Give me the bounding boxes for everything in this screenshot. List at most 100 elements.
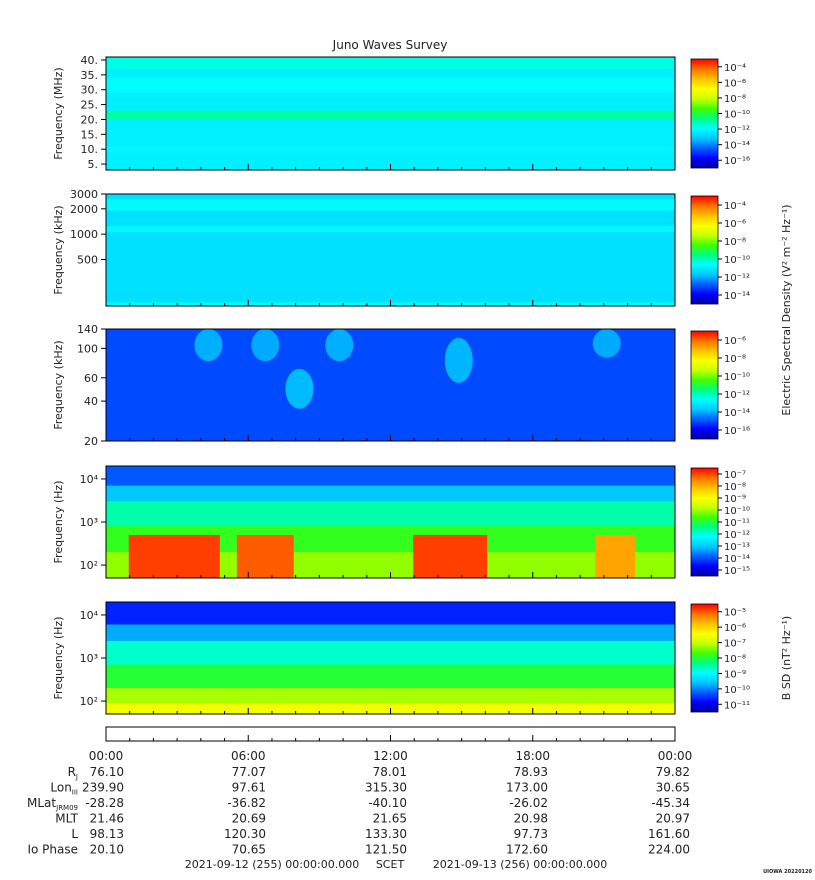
y-tick-label: 10³ — [80, 516, 98, 529]
ephemeris-value: 21.46 — [90, 812, 124, 826]
time-axis: 00:00 06:00 12:00 18:00 00:00 — [89, 726, 693, 763]
colorbar-tick-label: 10⁻⁷ — [724, 470, 746, 481]
emission-burst — [285, 368, 314, 409]
time-label: 00:00 — [89, 749, 124, 763]
colorbar-tick-label: 10⁻¹⁵ — [724, 566, 750, 577]
ephemeris-value: 98.13 — [90, 827, 124, 841]
intense-emission — [236, 534, 294, 578]
time-label: 00:00 — [658, 749, 693, 763]
emission-burst — [592, 329, 621, 358]
ephemeris-value: 224.00 — [648, 843, 690, 857]
colorbar-tick-label: 10⁻¹⁶ — [724, 156, 750, 167]
emission-band — [106, 57, 675, 69]
y-tick-label: 5. — [88, 158, 99, 171]
footer-end-time: 2021-09-13 (256) 00:00:00.000 — [433, 858, 607, 871]
colorbar-tick-label: 10⁻¹⁰ — [724, 506, 750, 517]
ephemeris-value: 70.65 — [232, 843, 266, 857]
colorbar-5: 10⁻⁵ 10⁻⁶ 10⁻⁷ 10⁻⁸ 10⁻⁹ 10⁻¹⁰ 10⁻¹¹ — [690, 603, 750, 713]
ephemeris-value: 97.61 — [232, 781, 266, 795]
ephemeris-value: -26.02 — [509, 796, 548, 810]
colorbar-tick-label: 10⁻¹¹ — [724, 518, 750, 529]
ephemeris-value: -28.28 — [85, 796, 124, 810]
y-tick-label: 10² — [80, 695, 98, 708]
emission-band — [106, 110, 675, 120]
ephemeris-value: 97.73 — [514, 827, 548, 841]
ephemeris-value: 20.69 — [232, 812, 266, 826]
panel-2: 3000 2000 1000 500 Frequency (kHz) — [52, 188, 676, 307]
colorbar-2: 10⁻⁴ 10⁻⁶ 10⁻⁸ 10⁻¹⁰ 10⁻¹² 10⁻¹⁴ — [690, 195, 750, 305]
colorbar-4: 10⁻⁷10⁻⁸10⁻⁹10⁻¹⁰10⁻¹¹10⁻¹²10⁻¹³10⁻¹⁴10⁻… — [690, 467, 750, 577]
colorbar-tick-label: 10⁻⁶ — [724, 78, 746, 89]
panel-1: 40. 35. 30. 25.20. 15. 10. 5. Frequency (MHz) — [52, 54, 676, 171]
ephemeris-value: 30.65 — [656, 781, 690, 795]
ephemeris-value: 20.10 — [90, 843, 124, 857]
chart-title: Juno Waves Survey — [332, 38, 448, 52]
y-tick-label: 40. — [81, 54, 99, 67]
ephemeris-value: 76.10 — [90, 765, 124, 779]
y-tick-label: 20 — [84, 435, 98, 448]
colorbar-tick-label: 10⁻¹⁴ — [724, 141, 750, 152]
colorbar-tick-label: 10⁻⁹ — [724, 494, 746, 505]
time-label: 12:00 — [373, 749, 408, 763]
spectral-band — [106, 466, 675, 487]
ephemeris-value: 78.01 — [373, 765, 407, 779]
colorbar-3: 10⁻⁶ 10⁻⁸ 10⁻¹⁰ 10⁻¹² 10⁻¹⁴ 10⁻¹⁶ — [690, 330, 750, 440]
colorbar-tick-label: 10⁻⁸ — [724, 654, 746, 665]
y-tick-label: 2000 — [70, 203, 98, 216]
y-tick-label: 500 — [77, 253, 98, 266]
spectral-band — [106, 640, 675, 666]
emission-burst — [325, 329, 354, 362]
colorbar-tick-label: 10⁻⁶ — [724, 336, 746, 347]
bfield-colorbar-title: B SD (nT² Hz⁻¹) — [780, 616, 793, 700]
ephemeris-value: -45.34 — [651, 796, 690, 810]
ephemeris-row-label: Io Phase — [27, 843, 78, 857]
time-label: 06:00 — [231, 749, 266, 763]
ephemeris-value: 239.90 — [82, 781, 124, 795]
colorbar-tick-label: 10⁻⁸ — [724, 94, 746, 105]
colorbar-tick-label: 10⁻¹⁶ — [724, 426, 750, 437]
colorbar-tick-label: 10⁻¹⁰ — [724, 372, 750, 383]
colorbar-gradient — [690, 330, 719, 440]
colorbar-tick-label: 10⁻¹⁰ — [724, 255, 750, 266]
y-tick-label: 15. — [81, 128, 99, 141]
time-label: 18:00 — [515, 749, 550, 763]
emission-band — [106, 225, 675, 233]
spectral-band — [106, 664, 675, 689]
colorbar-tick-label: 10⁻¹⁰ — [724, 110, 750, 121]
y-tick-label: 10⁴ — [80, 473, 99, 486]
y-tick-label: 3000 — [70, 188, 98, 201]
ephemeris-value: -40.10 — [368, 796, 407, 810]
spectral-band — [106, 501, 675, 527]
spectral-band — [106, 485, 675, 502]
ephemeris-value: 121.50 — [365, 843, 407, 857]
ephemeris-value: 77.07 — [232, 765, 266, 779]
ephemeris-table: RJ 76.10 77.07 78.01 78.93 79.82 LonIII 239.90 9… — [27, 765, 690, 857]
footer-scet-label: SCET — [376, 858, 405, 871]
colorbar-tick-label: 10⁻¹⁰ — [724, 685, 750, 696]
colorbar-tick-label: 10⁻⁴ — [724, 201, 746, 212]
y-axis-label: Frequency (MHz) — [52, 67, 65, 159]
y-tick-label: 140 — [77, 323, 98, 336]
colorbar-tick-label: 10⁻¹⁴ — [724, 554, 750, 565]
colorbar-tick-label: 10⁻⁴ — [724, 63, 746, 74]
colorbar-tick-label: 10⁻⁶ — [724, 623, 746, 634]
y-tick-label: 25. — [81, 99, 99, 112]
ephemeris-value: -36.82 — [227, 796, 266, 810]
y-axis-label: Frequency (kHz) — [52, 205, 65, 294]
ephemeris-value: 20.98 — [514, 812, 548, 826]
colorbar-tick-label: 10⁻¹⁴ — [724, 291, 750, 302]
ephemeris-value: 78.93 — [514, 765, 548, 779]
intense-emission — [128, 534, 220, 578]
spectral-band — [106, 624, 675, 642]
ephemeris-value: 21.65 — [373, 812, 407, 826]
y-tick-label: 20. — [81, 113, 99, 126]
ephemeris-row-label: MLatJRM09 — [27, 796, 78, 812]
emission-burst — [194, 329, 223, 362]
colorbar-tick-label: 10⁻¹² — [724, 273, 750, 284]
colorbar-tick-label: 10⁻¹¹ — [724, 700, 750, 711]
colorbar-gradient — [690, 603, 719, 713]
colorbar-tick-label: 10⁻¹² — [724, 530, 750, 541]
emission-burst — [444, 337, 473, 383]
colorbar-tick-label: 10⁻⁶ — [724, 219, 746, 230]
